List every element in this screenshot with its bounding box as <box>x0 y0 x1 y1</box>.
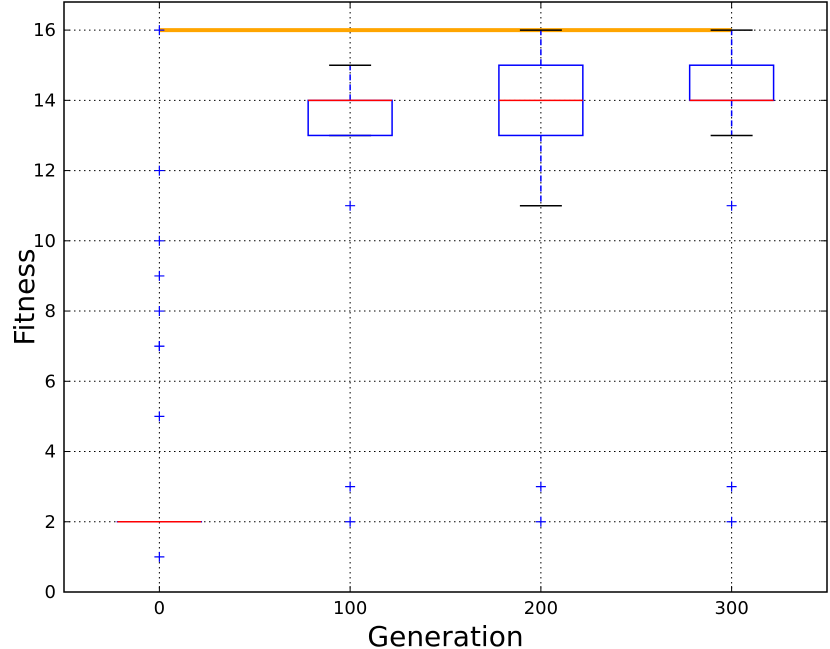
outlier-point <box>154 165 165 176</box>
outlier-point <box>154 411 165 422</box>
y-tick-label: 10 <box>33 231 56 252</box>
outlier-point <box>345 481 356 492</box>
y-tick-label: 0 <box>45 582 56 603</box>
box-plot-series <box>116 25 775 562</box>
axis-ticks: 0 100 200 300 0 2 4 6 8 10 12 14 16 <box>33 2 827 619</box>
box-gen-0 <box>116 25 203 562</box>
y-tick-label: 8 <box>45 301 56 322</box>
y-tick-label: 16 <box>33 20 56 41</box>
outlier-point <box>154 551 165 562</box>
outlier-point <box>154 306 165 317</box>
outlier-point <box>726 481 737 492</box>
y-tick-label: 4 <box>45 442 56 463</box>
outlier-point <box>154 235 165 246</box>
plot-area-frame <box>63 1 828 593</box>
x-axis-title: Generation <box>367 620 523 649</box>
grid-lines <box>64 2 827 593</box>
y-axis-title: Fitness <box>8 249 41 346</box>
outlier-point <box>154 270 165 281</box>
outlier-point <box>154 341 165 352</box>
box-gen-200 <box>498 29 584 527</box>
box-gen-100 <box>307 64 393 527</box>
y-tick-label: 12 <box>33 161 56 182</box>
outlier-point <box>345 200 356 211</box>
y-tick-label: 2 <box>45 512 56 533</box>
outlier-point <box>345 516 356 527</box>
box-gen-300 <box>688 29 775 527</box>
x-tick-label: 100 <box>333 598 367 619</box>
outlier-point <box>154 25 165 36</box>
y-tick-label: 6 <box>45 371 56 392</box>
outlier-point <box>535 481 546 492</box>
outlier-point <box>535 516 546 527</box>
x-tick-label: 200 <box>524 598 558 619</box>
x-tick-label: 300 <box>714 598 748 619</box>
outlier-point <box>726 516 737 527</box>
x-tick-label: 0 <box>154 598 165 619</box>
y-tick-label: 14 <box>33 90 56 111</box>
outlier-point <box>726 200 737 211</box>
